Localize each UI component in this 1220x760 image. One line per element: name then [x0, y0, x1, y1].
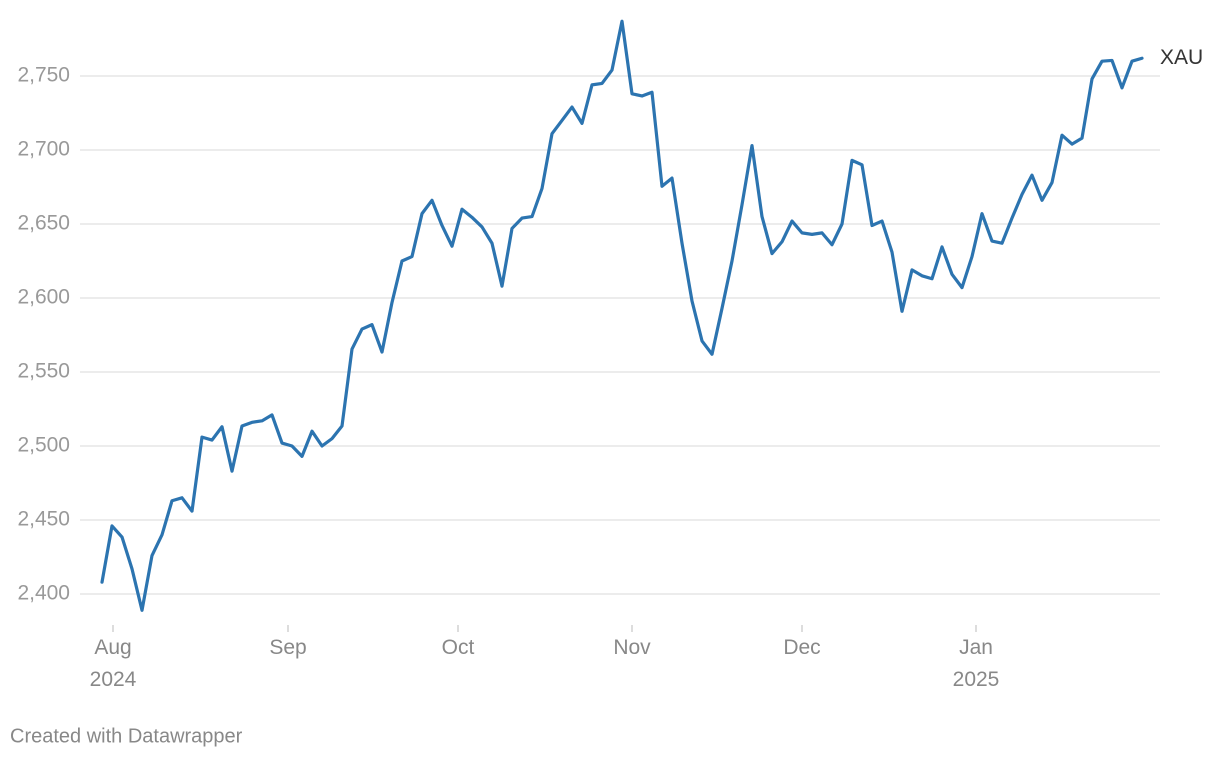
y-tick-label: 2,500 [17, 434, 70, 457]
x-tick-label: Sep [269, 636, 307, 659]
series-label: XAU [1160, 46, 1203, 69]
y-tick-label: 2,700 [17, 138, 70, 161]
y-tick-label: 2,450 [17, 508, 70, 531]
y-tick-label: 2,550 [17, 360, 70, 383]
x-tick-label: Dec [783, 636, 821, 659]
line [100, 19, 1144, 612]
y-tick-label: 2,400 [17, 582, 70, 605]
y-tick-label: 2,750 [17, 64, 70, 87]
y-tick-label: 2,650 [17, 212, 70, 235]
y-tick-label: 2,600 [17, 286, 70, 309]
x-tick-label: Oct [441, 636, 475, 659]
x-tick-label: Nov [613, 636, 651, 659]
x-tick-label: Aug 2024 [89, 636, 137, 691]
x-tick-label: Jan 2025 [952, 636, 1000, 691]
footer: Created with Datawrapper [10, 725, 243, 747]
